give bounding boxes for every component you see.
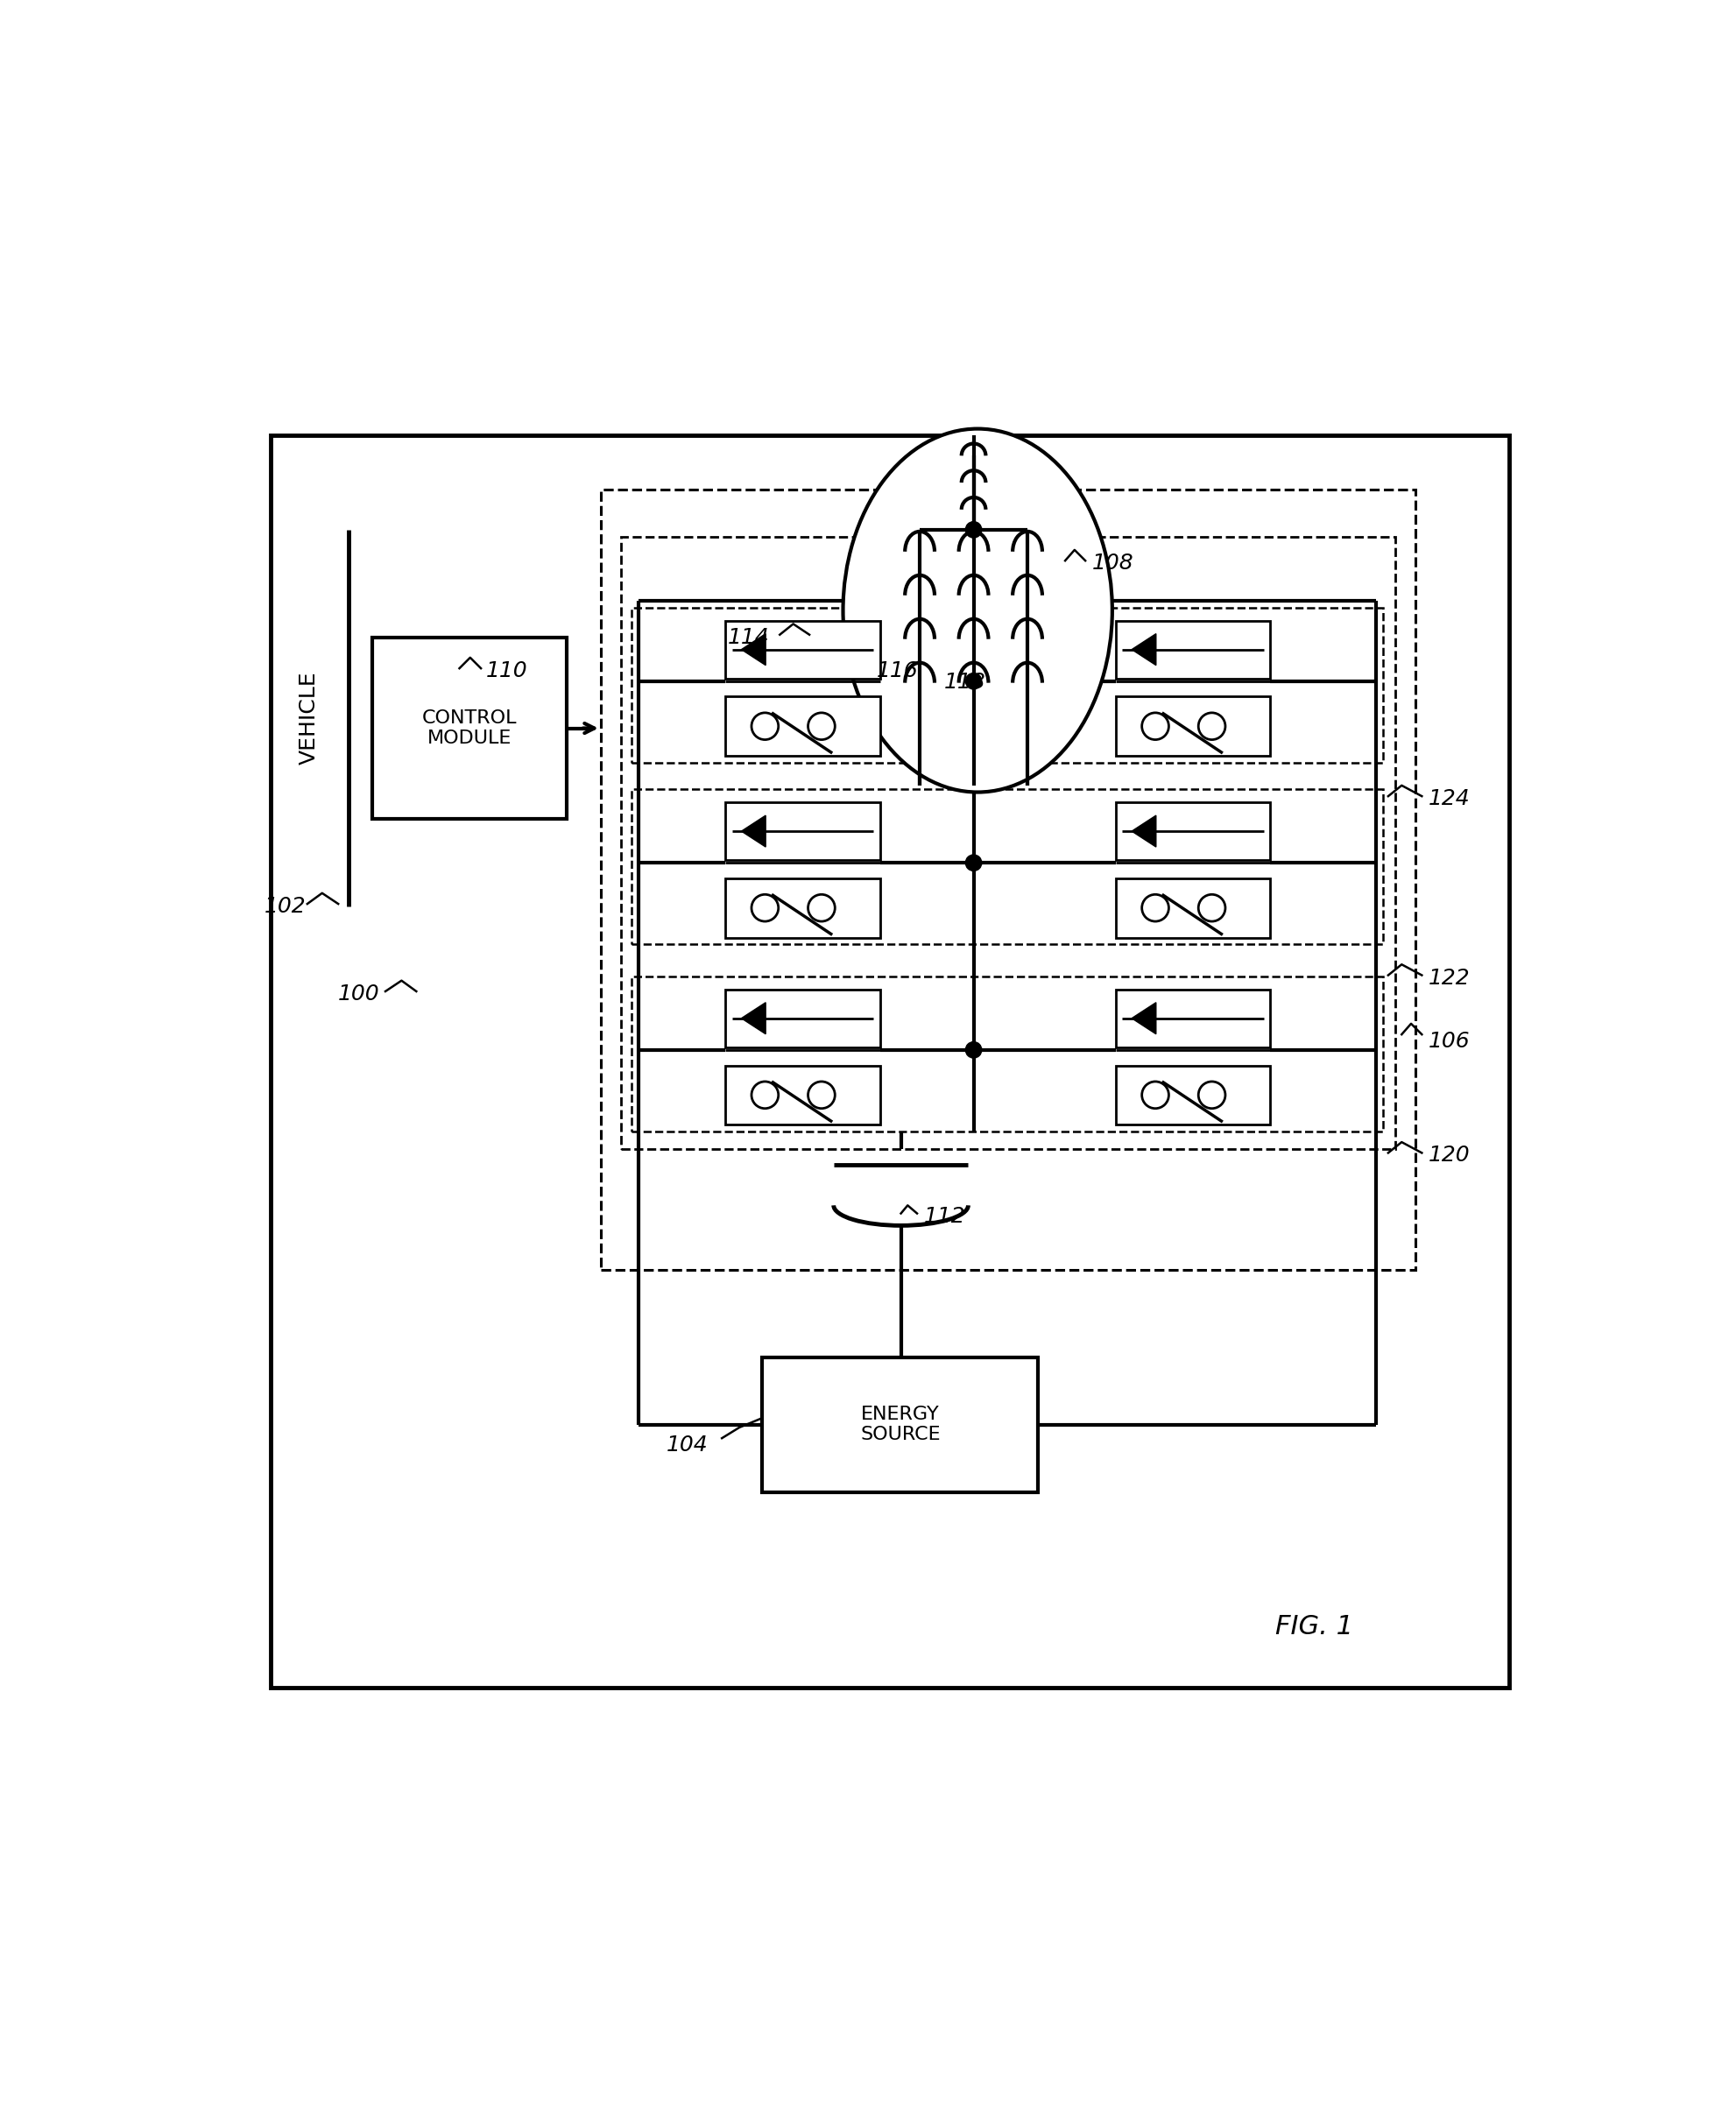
Bar [726, 620, 880, 679]
Text: 114: 114 [727, 626, 769, 647]
Bar [621, 537, 1394, 1148]
Text: ENERGY
SOURCE: ENERGY SOURCE [859, 1406, 939, 1445]
Circle shape [1141, 1081, 1168, 1108]
Text: 100: 100 [339, 983, 380, 1005]
Circle shape [965, 522, 981, 537]
Bar [726, 990, 880, 1047]
Circle shape [965, 673, 981, 689]
Text: 102: 102 [264, 897, 306, 918]
Bar [1115, 620, 1269, 679]
Circle shape [1198, 713, 1224, 740]
Polygon shape [1132, 634, 1156, 666]
Text: 106: 106 [1427, 1030, 1470, 1051]
Ellipse shape [842, 429, 1111, 793]
Bar [1115, 802, 1269, 861]
Circle shape [807, 895, 835, 922]
Polygon shape [741, 1003, 766, 1034]
Text: CONTROL
MODULE: CONTROL MODULE [422, 709, 517, 747]
Text: 112: 112 [924, 1206, 965, 1227]
Text: 118: 118 [944, 670, 986, 692]
Polygon shape [741, 816, 766, 846]
Polygon shape [1132, 1003, 1156, 1034]
Circle shape [752, 895, 778, 922]
Bar [601, 489, 1415, 1269]
Circle shape [807, 713, 835, 740]
Text: 120: 120 [1427, 1144, 1470, 1165]
Text: 108: 108 [1092, 552, 1134, 573]
Circle shape [1198, 895, 1224, 922]
Circle shape [965, 854, 981, 871]
Text: 116: 116 [877, 660, 918, 681]
Bar [632, 789, 1382, 943]
Bar [1115, 1066, 1269, 1125]
Text: 110: 110 [486, 660, 528, 681]
Bar [632, 607, 1382, 764]
Circle shape [807, 1081, 835, 1108]
Text: FIG. 1: FIG. 1 [1274, 1614, 1352, 1639]
Bar [726, 802, 880, 861]
Bar [726, 878, 880, 937]
Bar [1115, 990, 1269, 1047]
Circle shape [1141, 713, 1168, 740]
Circle shape [965, 1043, 981, 1058]
Circle shape [1141, 895, 1168, 922]
Text: 124: 124 [1427, 789, 1470, 810]
Bar [1115, 696, 1269, 755]
Bar [762, 1358, 1038, 1491]
Circle shape [752, 713, 778, 740]
Circle shape [752, 1081, 778, 1108]
Polygon shape [1132, 816, 1156, 846]
Bar [372, 637, 566, 819]
Bar [726, 696, 880, 755]
Text: 122: 122 [1427, 967, 1470, 988]
Bar [726, 1066, 880, 1125]
Circle shape [1198, 1081, 1224, 1108]
Polygon shape [741, 634, 766, 666]
Text: VEHICLE: VEHICLE [299, 670, 319, 766]
Bar [632, 977, 1382, 1132]
Bar [1115, 878, 1269, 937]
Text: 104: 104 [667, 1434, 708, 1455]
